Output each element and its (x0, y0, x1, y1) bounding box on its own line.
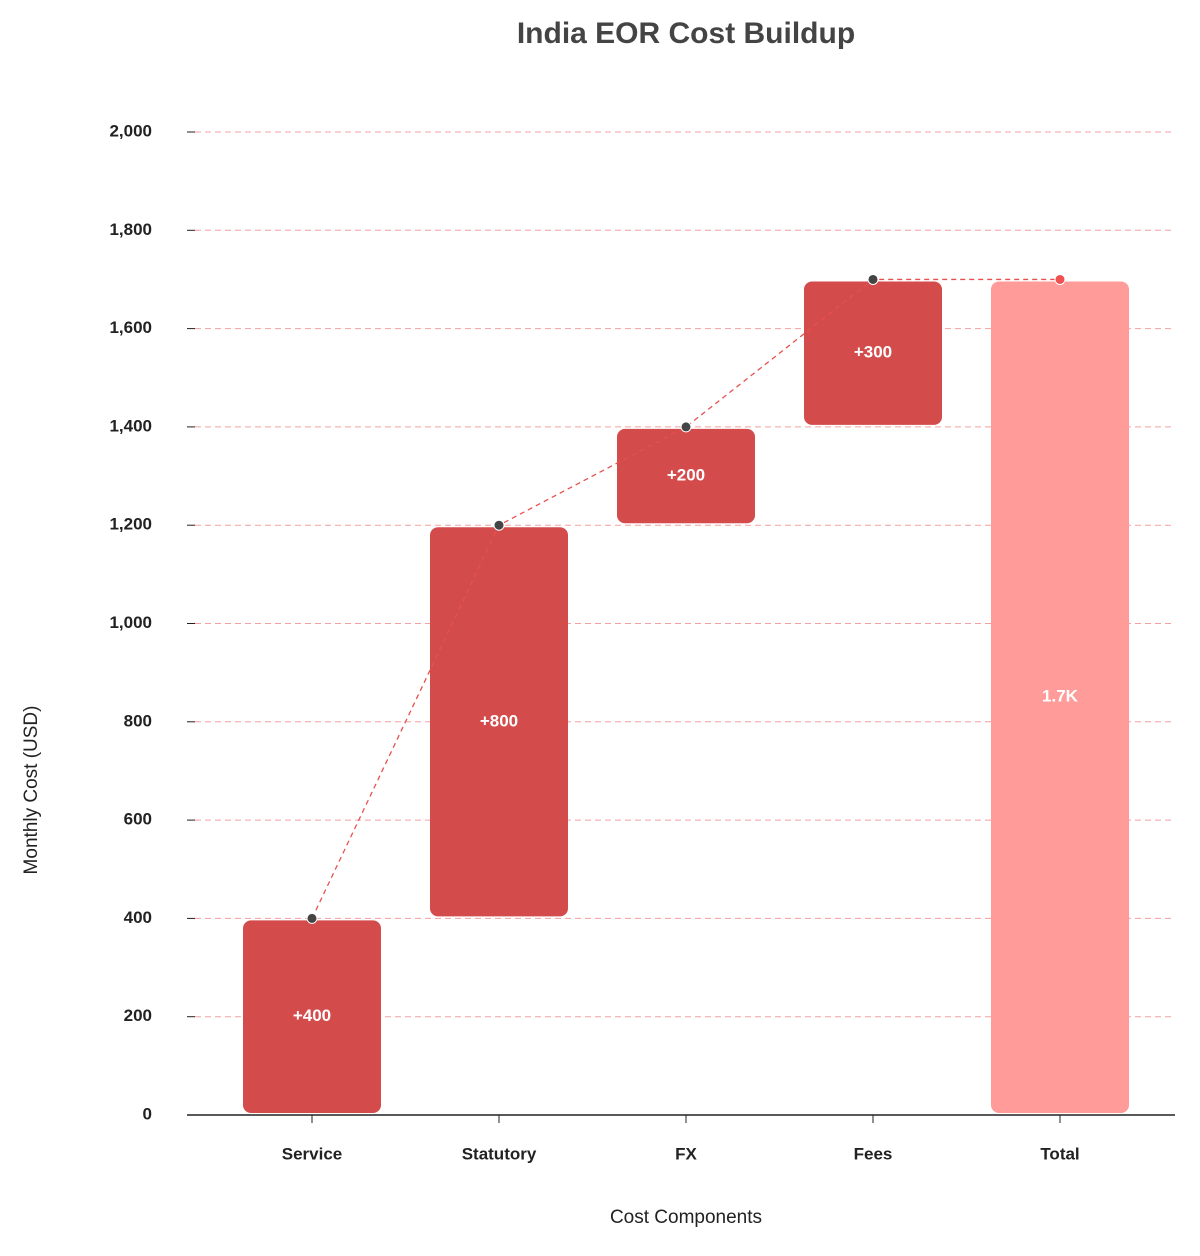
y-tick-label: 1,600 (109, 318, 152, 337)
value-label: +400 (293, 1006, 331, 1025)
x-tick-label: Fees (854, 1144, 893, 1163)
x-axis-label: Cost Components (610, 1207, 762, 1228)
y-tick-label: 800 (124, 711, 152, 730)
y-tick-label: 200 (124, 1006, 152, 1025)
marker (306, 912, 318, 924)
bar (430, 527, 568, 917)
y-tick-label: 0 (143, 1104, 152, 1123)
y-tick-label: 1,400 (109, 416, 152, 435)
value-label: +300 (854, 343, 892, 362)
marker (867, 273, 879, 285)
marker (1054, 273, 1066, 285)
connector-line (311, 278, 1060, 919)
x-tick-label: FX (675, 1144, 697, 1163)
y-tick-label: 1,000 (109, 613, 152, 632)
marker (680, 421, 692, 433)
y-tick-label: 400 (124, 908, 152, 927)
x-tick-label: Service (282, 1144, 343, 1163)
y-axis-label: Monthly Cost (USD) (21, 706, 42, 875)
bar (617, 428, 755, 524)
y-tick-label: 2,000 (109, 121, 152, 140)
value-label: 1.7K (1042, 687, 1079, 706)
marker (493, 519, 505, 531)
bar (991, 281, 1129, 1113)
bar (804, 281, 942, 425)
y-tick-label: 600 (124, 810, 152, 829)
value-label: +200 (667, 466, 705, 485)
x-tick-label: Statutory (462, 1144, 537, 1163)
x-tick-label: Total (1040, 1144, 1079, 1163)
y-tick-label: 1,800 (109, 220, 152, 239)
value-label: +800 (480, 711, 518, 730)
bar (243, 920, 381, 1113)
y-tick-label: 1,200 (109, 515, 152, 534)
chart-title: India EOR Cost Buildup (517, 17, 855, 50)
